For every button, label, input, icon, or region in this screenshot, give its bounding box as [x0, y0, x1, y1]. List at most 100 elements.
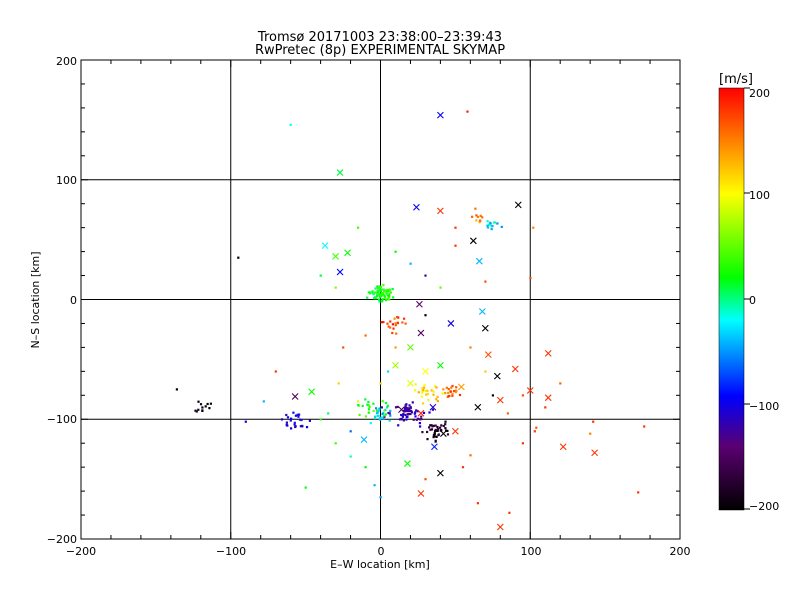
data-point — [471, 215, 474, 218]
data-point-cross — [451, 427, 459, 435]
data-point — [389, 409, 392, 412]
data-point — [175, 388, 178, 391]
data-point-cross — [429, 403, 437, 411]
data-point — [451, 384, 454, 388]
data-point — [382, 417, 385, 420]
data-point — [486, 226, 489, 229]
data-point — [376, 409, 379, 412]
data-point — [378, 288, 381, 291]
data-point — [376, 285, 379, 288]
data-point — [376, 287, 379, 290]
data-point — [349, 455, 352, 458]
data-point — [418, 422, 421, 425]
data-point — [439, 426, 442, 429]
data-point — [379, 382, 382, 385]
data-point — [401, 321, 404, 324]
data-point — [376, 290, 379, 293]
data-point — [381, 412, 384, 415]
data-point-cross — [484, 351, 492, 358]
data-point — [294, 425, 297, 429]
data-point — [435, 435, 438, 438]
data-point — [444, 392, 447, 395]
grid-lines — [81, 60, 680, 539]
data-point — [386, 322, 389, 325]
data-point — [466, 110, 469, 113]
data-point — [383, 290, 386, 293]
data-point — [367, 291, 370, 294]
data-point — [458, 393, 462, 397]
data-point — [389, 320, 392, 323]
data-point — [442, 424, 445, 428]
data-point-cross — [474, 403, 482, 411]
data-point — [461, 466, 465, 469]
data-point — [422, 386, 426, 389]
data-point — [294, 414, 297, 417]
data-point — [416, 410, 419, 413]
data-point — [404, 322, 407, 325]
data-point — [439, 286, 442, 289]
x-tick-label: 200 — [670, 545, 691, 558]
data-point — [474, 207, 477, 210]
data-point — [357, 226, 360, 229]
data-point — [476, 502, 479, 505]
data-point — [559, 382, 562, 385]
data-point-cross — [481, 324, 489, 332]
data-point-cross — [336, 268, 344, 276]
data-point-cross — [437, 111, 444, 119]
data-point — [280, 418, 284, 421]
data-point — [378, 408, 381, 411]
plot-area — [80, 59, 681, 540]
data-point — [408, 407, 411, 410]
data-point — [409, 406, 412, 410]
data-point — [296, 413, 299, 416]
data-point — [423, 383, 426, 387]
data-point — [484, 370, 487, 373]
data-point — [394, 406, 398, 409]
data-point — [446, 433, 450, 436]
data-point-cross — [360, 436, 368, 443]
data-point — [369, 422, 372, 425]
data-point — [378, 300, 381, 303]
data-point — [420, 387, 424, 390]
data-point — [194, 409, 197, 412]
data-point-cross — [398, 406, 405, 414]
data-point — [436, 395, 439, 398]
data-point — [199, 403, 203, 406]
data-point — [379, 418, 382, 421]
data-point — [388, 294, 391, 297]
data-point — [396, 316, 399, 319]
data-point — [454, 226, 457, 229]
data-point — [406, 409, 409, 412]
data-point — [388, 298, 391, 301]
data-point — [380, 416, 383, 419]
data-point — [419, 425, 422, 428]
data-point — [420, 418, 423, 421]
data-point — [448, 394, 451, 398]
data-point — [426, 430, 429, 434]
data-point — [208, 407, 211, 410]
data-point — [398, 418, 402, 421]
data-point-cross — [559, 443, 567, 451]
data-point — [197, 408, 200, 411]
data-point — [475, 219, 478, 222]
data-point — [426, 438, 429, 441]
data-point — [589, 432, 592, 435]
data-point — [435, 398, 438, 401]
data-point — [409, 412, 412, 416]
data-point — [434, 424, 437, 427]
data-point — [304, 486, 307, 489]
data-point — [434, 428, 437, 431]
data-point — [406, 413, 409, 416]
data-point — [436, 425, 439, 429]
x-tick-labels: −200 −100 0 100 200 — [66, 545, 691, 558]
data-point — [405, 415, 408, 418]
data-point — [424, 314, 427, 317]
data-point — [364, 466, 367, 469]
data-point — [426, 389, 429, 392]
data-point — [432, 436, 435, 439]
colorbar-gradient — [718, 87, 745, 511]
data-point — [478, 221, 481, 224]
data-point — [408, 409, 411, 413]
data-point — [374, 296, 377, 299]
data-point-cross — [407, 344, 414, 351]
